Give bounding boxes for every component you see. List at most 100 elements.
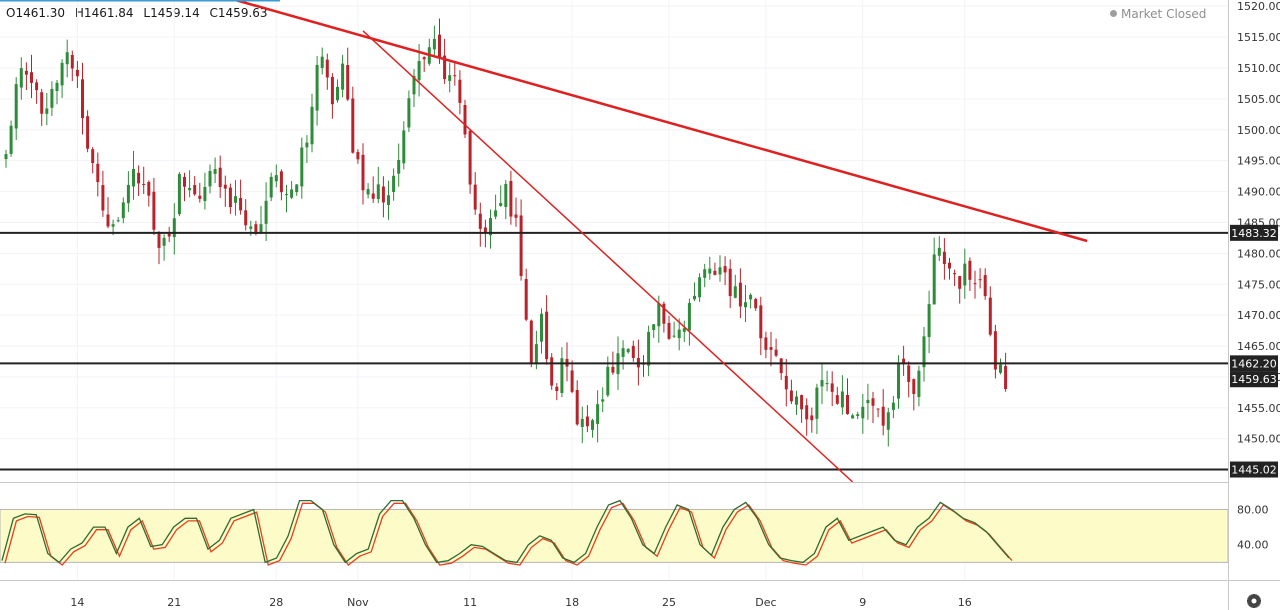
candle-body [534,344,538,363]
candle-body [861,406,865,419]
candle-body [789,390,793,402]
candle-body [621,348,625,357]
candle-body [40,92,44,114]
candle-body [371,193,375,199]
candle-body [851,415,855,419]
candle-body [453,75,457,77]
candle-body [30,72,33,83]
candle-body [468,130,472,185]
candle-body [846,394,849,415]
candle-body [830,383,834,392]
time-tick-label: 14 [70,596,84,609]
candle-body [310,106,314,145]
candle-body [749,294,753,300]
trendline[interactable] [235,0,1088,243]
candle-body [555,386,559,392]
candle-body [91,149,95,164]
candle-body [540,313,543,342]
candle-body [167,233,171,237]
candle-body [157,233,161,248]
candle-body [228,187,232,208]
candle-body [810,415,814,421]
last-price-label: 1459.63 [1231,373,1277,386]
candle-body [948,262,951,269]
candle-body [35,82,39,91]
candle-body [907,365,911,382]
price-tick-label: 1450.00 [1237,433,1280,446]
candle-body [738,282,742,307]
time-tick-label: Dec [755,596,776,609]
candle-body [835,395,839,404]
candle-body [795,396,798,405]
candle-body [662,303,666,324]
candle-body [244,210,248,226]
last-price-badge [1230,371,1278,388]
stoch-d-line [4,502,1013,566]
candle-body [336,86,339,101]
candle-body [825,383,829,385]
candle-body [519,215,523,277]
candle-body [708,268,712,274]
candle-body [234,196,237,203]
candle-body [463,105,467,135]
candle-body [269,176,273,198]
candle-body [198,195,202,199]
candle-body [387,195,390,205]
candle-body [631,345,635,358]
candle-body [45,108,49,114]
candle-body [489,218,492,236]
level-label: 1462.20 [1231,357,1277,370]
candle-body [499,203,503,206]
candle-body [876,408,880,410]
candle-body [208,170,212,187]
candle-body [279,171,283,193]
time-tick-label: 28 [269,596,283,609]
candle-body [570,370,574,392]
candle-body [137,172,141,184]
candle-body [601,399,605,402]
candle-body [580,418,584,427]
candle-body [361,154,365,191]
market-status: Market Closed [1110,7,1206,21]
candle-body [193,185,197,195]
candle-body [218,167,222,188]
candle-body [993,331,997,370]
stoch-tick-label: 80.00 [1237,503,1269,516]
candle-body [560,358,564,393]
candle-body [529,320,533,364]
candle-body [514,214,518,218]
candle-body [509,180,513,217]
candle-body [172,218,176,238]
candle-body [376,184,380,200]
candle-body [111,224,115,227]
gear-icon[interactable] [1247,594,1261,608]
level-label: 1483.32 [1231,227,1277,240]
price-tick-label: 1510.00 [1237,62,1280,75]
candle-body [784,375,788,390]
candle-body [494,210,498,217]
price-tick-label: 1495.00 [1237,155,1280,168]
candle-body [942,251,946,265]
candle-body [483,227,487,234]
candle-body [75,69,79,77]
candle-body [591,420,594,430]
candle-body [341,63,345,90]
candle-body [65,52,69,65]
candle-body [183,176,186,187]
price-tick-label: 1500.00 [1237,124,1280,137]
candle-body [14,84,18,129]
high-value: H1461.84 [74,6,134,20]
price-tick-label: 1475.00 [1237,278,1280,291]
candle-body [779,358,783,374]
candle-body [300,147,304,187]
candle-body [922,336,926,368]
candle-body [917,370,921,398]
candle-body [346,65,350,100]
candle-body [448,75,452,81]
price-tick-label: 1505.00 [1237,93,1280,106]
candle-body [815,387,819,419]
candle-body [682,328,686,332]
candle-body [805,405,809,420]
trendline[interactable] [362,30,854,483]
